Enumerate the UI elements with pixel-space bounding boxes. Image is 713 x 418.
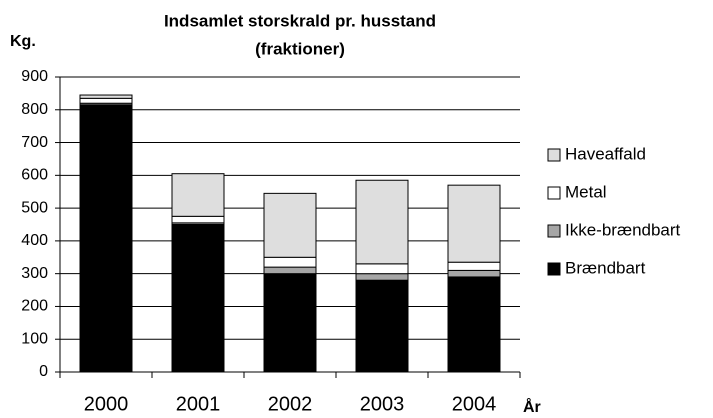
- bar-segment: [447, 276, 501, 373]
- bar-segment: [447, 261, 501, 271]
- legend-swatch: [547, 186, 561, 200]
- y-tick-label: 100: [21, 330, 48, 347]
- bar-segment: [355, 179, 409, 265]
- bar-segment: [263, 266, 317, 275]
- bar-segment: [263, 256, 317, 268]
- bar-segment: [79, 94, 133, 99]
- bar-segment: [79, 104, 133, 373]
- y-axis-label: Kg.: [10, 33, 36, 50]
- x-tick-label: 2001: [176, 393, 221, 415]
- legend-label: Metal: [565, 182, 607, 201]
- chart-title: Indsamlet storskrald pr. husstand: [164, 11, 436, 30]
- y-tick-label: 800: [21, 101, 48, 118]
- bar-segment: [263, 273, 317, 373]
- legend-swatch: [547, 224, 561, 238]
- legend-label: Haveaffald: [565, 144, 646, 163]
- bar-segment: [355, 279, 409, 373]
- x-tick-label: 2000: [84, 393, 129, 415]
- legend-label: Ikke-brændbart: [565, 220, 681, 239]
- legend-swatch: [547, 148, 561, 162]
- bar-segment: [263, 192, 317, 258]
- y-tick-label: 200: [21, 298, 48, 315]
- y-tick-label: 600: [21, 167, 48, 184]
- y-tick-label: 400: [21, 232, 48, 249]
- legend-swatch: [547, 262, 561, 276]
- chart-title: (fraktioner): [255, 39, 345, 58]
- bar-segment: [171, 224, 225, 373]
- bar-segment: [447, 269, 501, 278]
- x-tick-label: 2003: [360, 393, 405, 415]
- bar-segment: [355, 263, 409, 275]
- bar-segment: [171, 215, 225, 224]
- x-axis-label: År: [523, 397, 541, 416]
- bar-segment: [447, 184, 501, 263]
- y-tick-label: 500: [21, 199, 48, 216]
- y-tick-label: 700: [21, 134, 48, 151]
- x-tick-label: 2004: [452, 393, 497, 415]
- bar-segment: [171, 173, 225, 217]
- x-tick-label: 2002: [268, 393, 313, 415]
- bar-segment: [79, 97, 133, 104]
- y-tick-label: 900: [21, 68, 48, 85]
- y-tick-label: 0: [39, 363, 48, 380]
- bar-segment: [355, 273, 409, 281]
- y-tick-label: 300: [21, 265, 48, 282]
- legend-label: Brændbart: [565, 258, 646, 277]
